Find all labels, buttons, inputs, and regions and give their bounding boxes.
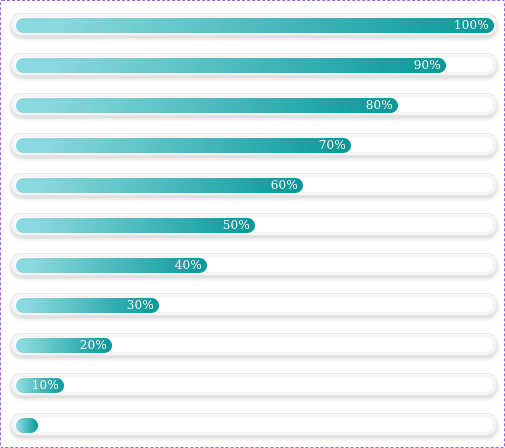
progress-bar-label: 100%: [453, 18, 489, 32]
progress-bar-fill: 40%: [16, 258, 207, 273]
progress-bar: 10%: [10, 373, 498, 396]
progress-bar-fill: 60%: [16, 178, 303, 193]
progress-bar-label: 30%: [126, 298, 154, 312]
progress-bar-fill: 30%: [16, 298, 159, 313]
progress-bar: [10, 413, 498, 436]
progress-bar-fill: 100%: [16, 18, 494, 33]
progress-bar: 40%: [10, 253, 498, 276]
progress-bar-label: 60%: [270, 178, 298, 192]
progress-bar-fill: 10%: [16, 378, 64, 393]
progress-bar-fill: 90%: [16, 58, 446, 73]
progress-bar-fill: [16, 418, 38, 433]
progress-bar: 70%: [10, 133, 498, 156]
progress-bar: 100%: [10, 13, 498, 36]
progress-bar-fill: 80%: [16, 98, 398, 113]
progress-bar-label: 20%: [79, 338, 107, 352]
progress-bar: 30%: [10, 293, 498, 316]
progress-bar: 90%: [10, 53, 498, 76]
progress-bar: 20%: [10, 333, 498, 356]
progress-bar-label: 40%: [174, 258, 202, 272]
progress-bar-label: 90%: [413, 58, 441, 72]
progress-bar-label: 50%: [222, 218, 250, 232]
progress-bar: 60%: [10, 173, 498, 196]
progress-bar: 80%: [10, 93, 498, 116]
progress-bar-fill: 20%: [16, 338, 112, 353]
progress-bar: 50%: [10, 213, 498, 236]
progress-bar-fill: 70%: [16, 138, 351, 153]
progress-bar-label: 10%: [31, 378, 59, 392]
progress-bar-label: 80%: [365, 98, 393, 112]
progress-bar-label: 70%: [318, 138, 346, 152]
progress-bar-fill: 50%: [16, 218, 255, 233]
